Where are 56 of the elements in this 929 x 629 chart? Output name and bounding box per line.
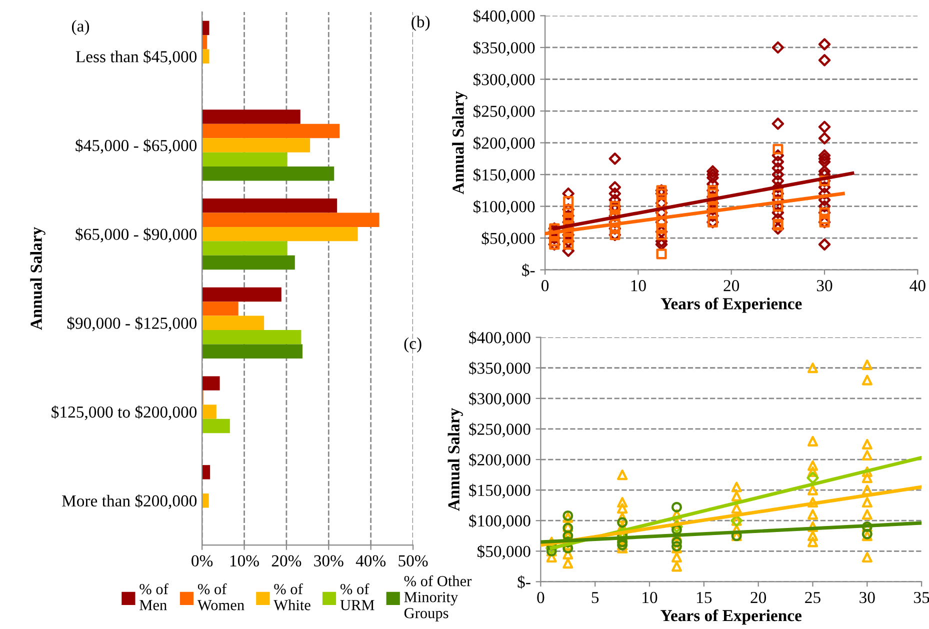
y-tick-label: Less than $45,000 <box>76 50 197 65</box>
y-tick-label: $150,000 <box>469 484 530 498</box>
x-tick-label: 0 <box>537 592 544 604</box>
x-tick-label: 20 <box>724 280 740 292</box>
x-tick-label: 30% <box>314 555 344 567</box>
y-tick-label: $90,000 - $125,000 <box>67 316 197 332</box>
x-tick-label: 5 <box>592 592 599 604</box>
y-tick-label: $45,000 - $65,000 <box>76 138 197 154</box>
x-tick-label: 15 <box>697 592 712 604</box>
text: (a) <box>72 20 90 36</box>
x-tick-label: 50% <box>398 555 428 567</box>
y-tick-label: $65,000 - $90,000 <box>76 228 197 242</box>
y-tick-label: $400,000 <box>469 331 530 346</box>
x-tick-label: 10% <box>230 555 259 567</box>
y-tick-label: $- <box>518 575 530 589</box>
x-tick-label: 10 <box>631 280 646 292</box>
legend-label: % of URM <box>340 583 374 610</box>
y-tick-label: $250,000 <box>474 104 535 120</box>
x-tick-label: 25 <box>805 592 820 604</box>
x-tick-label: 40 <box>910 280 926 292</box>
x-axis-title: Years of Experience <box>660 609 802 625</box>
x-tick-label: 20 <box>750 592 766 604</box>
x-tick-label: 0 <box>542 280 549 292</box>
y-tick-label: $350,000 <box>474 41 535 56</box>
y-tick-label: $- <box>522 264 535 277</box>
y-tick-label: $200,000 <box>469 453 530 468</box>
y-tick-label: $50,000 <box>482 232 535 246</box>
y-tick-label: $350,000 <box>469 362 530 376</box>
x-tick-label: 0% <box>192 555 213 567</box>
y-tick-label: $100,000 <box>469 514 530 529</box>
x-tick-label: 30 <box>816 280 832 292</box>
y-tick-label: $100,000 <box>474 200 535 215</box>
y-tick-label: More than $200,000 <box>62 494 197 509</box>
x-tick-label: 40% <box>356 555 386 567</box>
y-tick-label: $50,000 <box>478 544 530 560</box>
x-tick-label: 20% <box>272 555 302 567</box>
legend-label: % of Other Minority Groups <box>404 575 472 622</box>
y-axis-title: Annual Salary <box>30 227 46 330</box>
annotation: (b) <box>412 16 430 31</box>
legend-label: % of White <box>274 583 310 610</box>
y-tick-label: $150,000 <box>474 168 535 183</box>
legend-label: % of Men <box>140 583 168 610</box>
y-tick-label: $300,000 <box>474 72 535 88</box>
y-axis-title: Annual Salary <box>448 408 463 511</box>
y-tick-label: $250,000 <box>469 422 530 438</box>
legend-label: % of Women <box>197 583 244 610</box>
x-tick-label: 30 <box>860 592 875 604</box>
y-axis-title: Annual Salary <box>452 91 468 194</box>
x-axis-title: Years of Experience <box>660 297 802 313</box>
annotation: (c) <box>404 337 422 352</box>
x-tick-label: 35 <box>914 592 929 604</box>
y-tick-label: $200,000 <box>474 136 535 152</box>
y-tick-label: $125,000 to $200,000 <box>52 405 197 420</box>
x-tick-label: 10 <box>642 592 658 604</box>
y-tick-label: $400,000 <box>474 9 535 24</box>
y-tick-label: $300,000 <box>469 392 530 407</box>
